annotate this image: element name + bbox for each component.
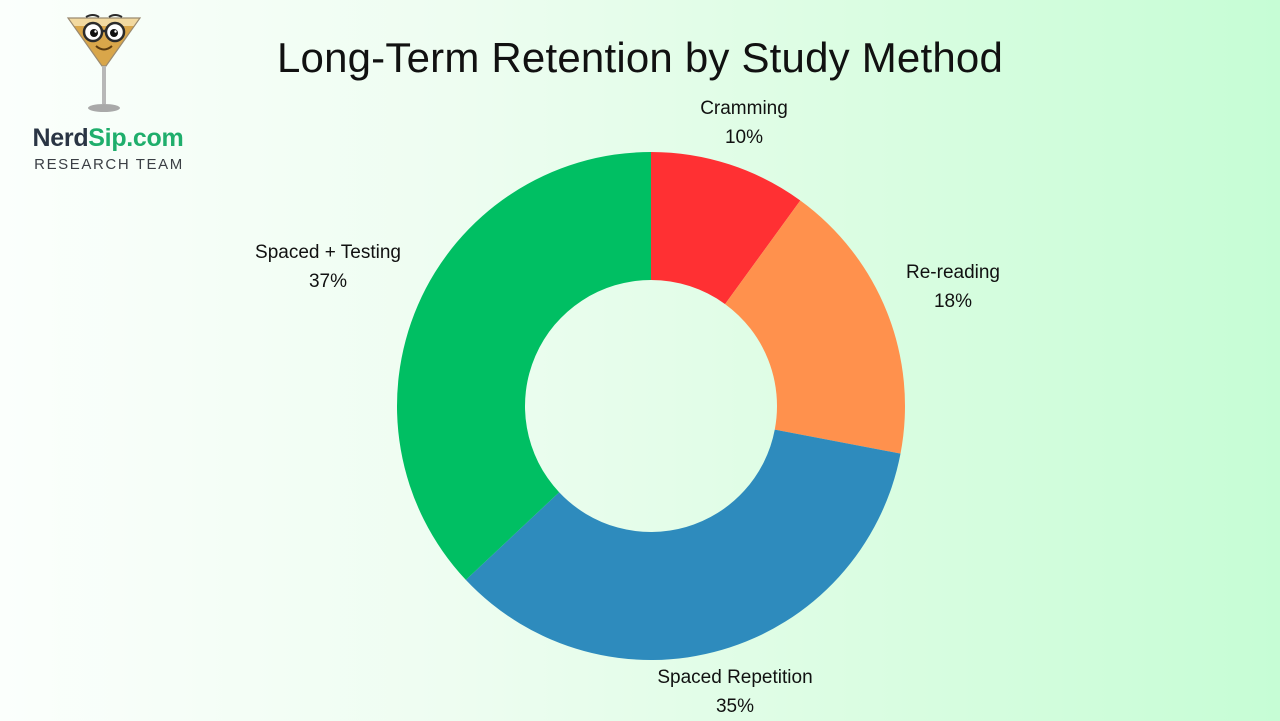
- brand-name-part1: Nerd: [32, 124, 89, 152]
- donut-segment-re-reading: [725, 200, 905, 454]
- label-spaced-repetition-name: Spaced Repetition: [657, 667, 813, 688]
- label-spaced-repetition: Spaced Repetition 35%: [625, 663, 845, 721]
- brand-logo: NerdSip.com RESEARCH TEAM: [14, 10, 194, 180]
- label-rereading-value: 18%: [933, 291, 973, 312]
- label-cramming-name: Cramming: [700, 98, 788, 119]
- label-spaced-testing-value: 37%: [308, 271, 348, 292]
- label-cramming: Cramming 10%: [664, 94, 824, 152]
- donut-segment-spaced-repetition: [465, 429, 901, 660]
- label-cramming-value: 10%: [724, 127, 764, 148]
- brand-name: NerdSip.com: [20, 124, 196, 153]
- chart-title: Long-Term Retention by Study Method: [276, 34, 1004, 81]
- label-rereading-name: Re-reading: [906, 262, 1000, 283]
- brand-subtitle: RESEARCH TEAM: [34, 156, 184, 173]
- brand-name-part2: Sip.com: [88, 124, 184, 152]
- donut-segment-spaced-testing: [397, 151, 651, 580]
- donut-segment-cramming: [651, 152, 801, 305]
- nerdy-martini-glass-icon: [66, 14, 142, 112]
- label-spaced-repetition-value: 35%: [715, 696, 755, 717]
- label-rereading: Re-reading 18%: [873, 258, 1033, 316]
- label-spaced-testing-name: Spaced + Testing: [255, 242, 401, 263]
- label-spaced-testing: Spaced + Testing 37%: [228, 238, 428, 296]
